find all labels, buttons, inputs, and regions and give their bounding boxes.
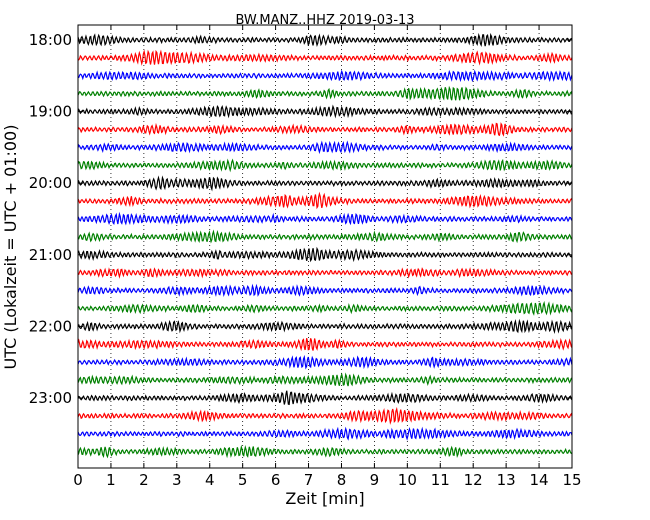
x-tick-label: 7 [304,471,314,489]
x-tick-label: 8 [337,471,347,489]
y-axis-label: UTC (Lokalzeit = UTC + 01:00) [1,125,20,370]
seismogram-trace [77,283,573,297]
seismogram-trace [77,122,573,137]
seismogram-trace [77,318,573,335]
x-tick-label: 1 [106,471,116,489]
x-tick-label: 6 [271,471,281,489]
x-tick-label: 3 [172,471,182,489]
seismogram-trace [77,354,573,370]
x-tick-label: 14 [530,471,549,489]
y-tick-label: 20:00 [29,174,72,192]
seismogram-trace [77,211,573,226]
y-axis-ticks: 18:00 19:00 20:00 21:00 22:00 23:00 [29,31,572,407]
seismogram-trace [77,140,573,155]
seismogram-traces [77,32,573,459]
x-tick-label: 0 [73,471,83,489]
seismogram-trace [77,69,573,83]
plot-frame [77,24,573,469]
x-tick-label: 5 [238,471,248,489]
seismogram-trace [77,390,573,406]
y-tick-label: 21:00 [29,246,72,264]
y-tick-label: 19:00 [29,103,72,121]
y-tick-label: 22:00 [29,317,72,335]
seismogram-trace [77,300,573,316]
y-tick-label: 18:00 [29,31,72,49]
x-tick-label: 11 [431,471,450,489]
x-tick-label: 13 [497,471,516,489]
x-tick-label: 12 [464,471,483,489]
x-tick-label: 10 [398,471,417,489]
x-axis-label: Zeit [min] [285,489,364,508]
seismogram-trace [77,444,573,459]
seismogram-trace [77,49,573,66]
seismogram-trace [77,426,573,441]
x-tick-label: 2 [139,471,149,489]
seismogram-trace [77,337,573,352]
seismogram-trace [77,104,573,119]
seismogram-trace [77,32,573,48]
y-tick-label: 23:00 [29,389,72,407]
seismogram-trace [77,85,573,101]
seismogram-trace [77,229,573,244]
seismogram-trace [77,191,573,210]
seismogram-trace [77,158,573,173]
x-axis-ticks: 0 1 2 3 4 5 6 7 8 9 10 11 12 13 14 15 [73,25,582,489]
x-tick-label: 9 [370,471,380,489]
seismogram-trace [77,406,573,425]
x-tick-label: 4 [205,471,215,489]
seismogram-trace [77,175,573,192]
seismogram-trace [77,266,573,279]
chart-title: BW.MANZ..HHZ 2019-03-13 [235,13,414,28]
seismogram-trace [77,372,573,387]
x-tick-label: 15 [562,471,581,489]
seismogram-trace [77,246,573,263]
